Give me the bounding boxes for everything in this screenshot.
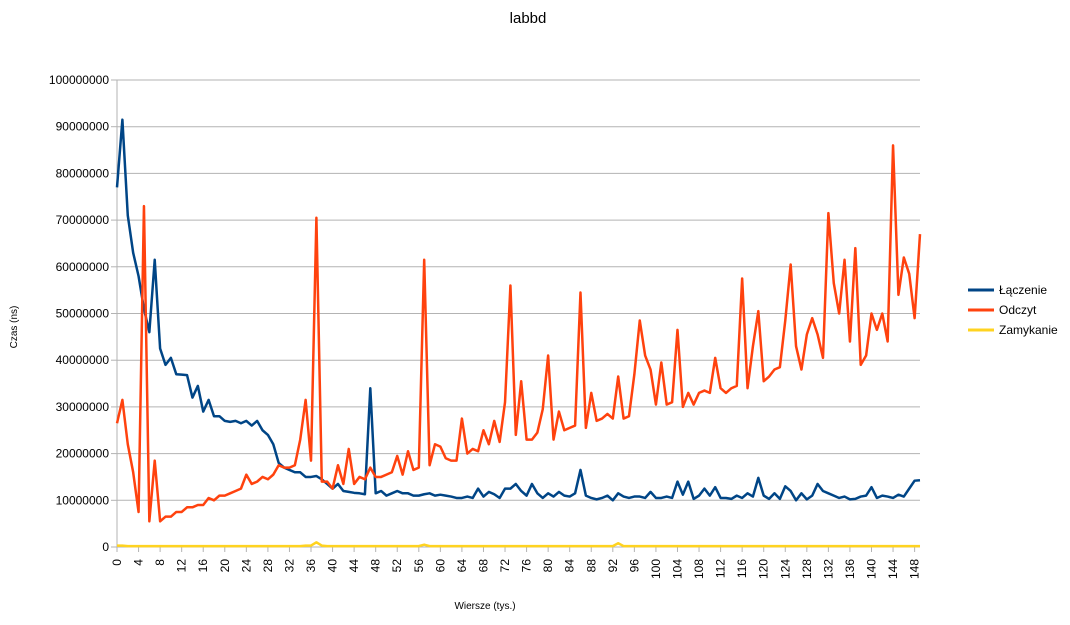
x-tick-label: 104 (670, 559, 684, 579)
x-tick-label: 36 (304, 559, 318, 573)
x-tick-label: 112 (714, 559, 728, 578)
x-tick-label: 120 (757, 559, 771, 579)
gridlines (111, 79, 920, 548)
y-tick-labels: 0 10000000 20000000 30000000 40000000 5000000… (49, 73, 109, 554)
series-lines (115, 118, 922, 548)
x-tick-label: 24 (239, 559, 253, 573)
y-tick-label: 90000000 (56, 120, 110, 134)
y-tick-label: 30000000 (56, 400, 110, 414)
y-axis-label: Czas (ns) (9, 306, 20, 349)
x-tick-label: 0 (110, 559, 124, 566)
x-tick-label: 28 (261, 559, 275, 573)
x-tick-label: 56 (412, 559, 426, 573)
x-tick-label: 108 (692, 559, 706, 579)
legend: Łączenie Odczyt Zamykanie (968, 283, 1058, 337)
x-tick-label: 92 (606, 559, 620, 573)
series-line-0 (115, 118, 921, 502)
x-tick-label: 20 (218, 559, 232, 573)
x-tick-labels: 0 4 8 12 16 20 24 28 32 36 40 44 48 52 56 60 64 68 72 76 80 8… (110, 547, 922, 579)
x-tick-label: 68 (476, 559, 490, 573)
x-tick-label: 44 (347, 559, 361, 573)
y-tick-label: 80000000 (56, 166, 110, 180)
y-tick-label: 70000000 (56, 213, 110, 227)
y-tick-label: 50000000 (56, 307, 110, 321)
x-tick-label: 16 (196, 559, 210, 573)
legend-label: Odczyt (999, 303, 1037, 317)
y-tick-label: 40000000 (56, 353, 110, 367)
x-tick-label: 8 (153, 559, 167, 566)
x-tick-label: 72 (498, 559, 512, 573)
chart-title: labbd (510, 10, 547, 27)
x-tick-label: 76 (520, 559, 534, 573)
x-tick-label: 80 (541, 559, 555, 573)
x-tick-label: 84 (563, 559, 577, 573)
series-line-2 (117, 541, 920, 548)
x-tick-label: 52 (390, 559, 404, 573)
y-tick-label: 10000000 (56, 493, 110, 507)
x-tick-label: 32 (282, 559, 296, 573)
legend-label: Zamykanie (999, 323, 1058, 337)
x-axis-label: Wiersze (tys.) (454, 601, 515, 612)
x-tick-label: 4 (132, 559, 146, 566)
y-tick-label: 20000000 (56, 447, 110, 461)
x-tick-label: 144 (886, 559, 900, 579)
y-tick-label: 100000000 (49, 73, 109, 87)
x-tick-label: 140 (864, 559, 878, 579)
y-tick-label: 60000000 (56, 260, 110, 274)
series-line-1 (115, 144, 922, 523)
x-tick-label: 136 (843, 559, 857, 579)
x-tick-label: 88 (584, 559, 598, 573)
x-tick-label: 100 (649, 559, 663, 579)
x-tick-label: 40 (326, 559, 340, 573)
x-tick-label: 132 (821, 559, 835, 579)
x-tick-label: 96 (627, 559, 641, 573)
legend-label: Łączenie (999, 283, 1047, 297)
x-tick-label: 12 (175, 559, 189, 573)
x-tick-label: 124 (778, 559, 792, 579)
x-tick-label: 48 (369, 559, 383, 573)
x-tick-label: 128 (800, 559, 814, 579)
y-tick-label: 0 (102, 540, 109, 554)
x-tick-label: 60 (433, 559, 447, 573)
x-tick-label: 64 (455, 559, 469, 573)
x-tick-label: 116 (735, 559, 749, 578)
x-tick-label: 148 (908, 559, 922, 579)
